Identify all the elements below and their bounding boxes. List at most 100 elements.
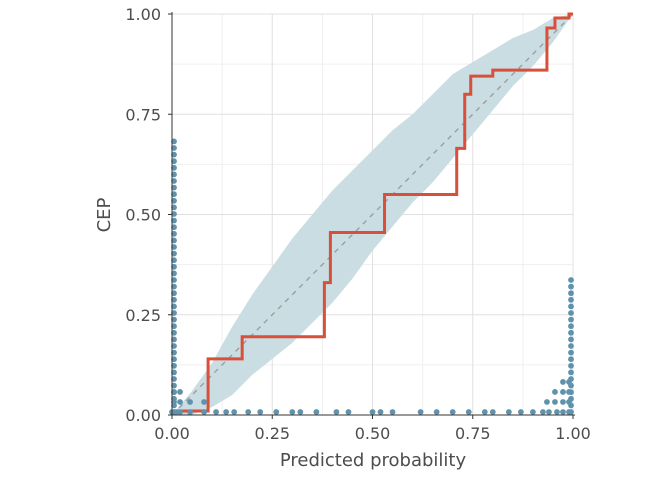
rug-point-left	[171, 204, 177, 211]
rug-point-left	[171, 277, 177, 283]
rug-point-left	[171, 244, 177, 250]
rug-point-left	[171, 263, 177, 270]
rug-point-left	[171, 290, 177, 297]
rug-points	[169, 138, 574, 415]
rug-point-bottom	[449, 409, 456, 415]
rug-point-left	[171, 369, 177, 376]
y-tick-label: 0.25	[125, 306, 161, 325]
x-tick-label: 0.25	[254, 424, 290, 443]
rug-point-bottom	[257, 409, 264, 415]
cep-step-line	[172, 12, 573, 413]
rug-point-stacked	[560, 379, 566, 385]
rug-point-left	[171, 336, 177, 343]
rug-point-left	[171, 217, 177, 224]
rug-point-bottom	[505, 409, 512, 415]
rug-point-stacked	[560, 389, 566, 395]
rug-point-right	[568, 356, 574, 363]
rug-point-right	[568, 296, 574, 303]
rug-point-left	[171, 257, 177, 264]
rug-point-left	[171, 362, 177, 369]
rug-point-bottom	[333, 409, 340, 415]
rug-point-right	[568, 369, 574, 376]
x-tick-label: 0.75	[455, 424, 491, 443]
rug-point-stacked	[171, 399, 177, 405]
rug-point-bottom	[566, 409, 572, 415]
rug-point-bottom	[313, 409, 320, 415]
rug-point-left	[171, 382, 177, 389]
y-tick-label: 0.50	[125, 206, 161, 225]
rug-point-right	[568, 336, 574, 343]
rug-point-bottom	[177, 409, 183, 415]
rug-point-left	[171, 270, 177, 277]
rug-point-bottom	[389, 409, 396, 415]
rug-point-left	[171, 349, 177, 356]
rug-point-bottom	[273, 409, 280, 415]
rug-point-stacked	[544, 399, 550, 405]
rug-point-left	[171, 356, 177, 363]
rug-point-bottom	[377, 409, 384, 415]
rug-point-bottom	[173, 409, 179, 415]
rug-point-bottom	[417, 409, 424, 415]
rug-point-left	[171, 237, 177, 244]
rug-point-right	[568, 290, 574, 297]
rug-point-bottom	[223, 409, 230, 415]
y-tick-label: 1.00	[125, 5, 161, 24]
rug-point-bottom	[560, 409, 566, 415]
diagonal-reference-line	[171, 13, 574, 416]
rug-point-bottom	[201, 409, 207, 415]
rug-point-left	[171, 230, 177, 237]
rug-point-bottom	[245, 409, 252, 415]
rug-point-left	[171, 323, 177, 330]
rug-point-left	[171, 224, 177, 231]
x-tick-label: 0.50	[355, 424, 391, 443]
cep-step-path	[172, 12, 573, 413]
rug-point-left	[171, 151, 177, 158]
rug-point-bottom	[297, 409, 304, 415]
rug-point-left	[171, 164, 177, 171]
y-axis-title: CEP	[94, 197, 115, 232]
rug-point-bottom	[465, 409, 472, 415]
x-tick-labels: 0.00 0.25 0.50 0.75 1.00	[154, 424, 591, 443]
rug-point-stacked	[566, 399, 572, 405]
rug-point-left	[171, 138, 177, 145]
rug-point-left	[171, 250, 177, 257]
rug-point-left	[171, 303, 177, 310]
rug-point-stacked	[566, 389, 572, 395]
rug-point-left	[171, 184, 177, 191]
rug-point-bottom	[489, 409, 496, 415]
rug-point-left	[171, 145, 177, 151]
rug-point-left	[171, 171, 177, 178]
rug-point-left	[171, 376, 177, 382]
rug-point-stacked	[566, 379, 572, 385]
rug-point-bottom	[187, 409, 193, 415]
rug-point-left	[171, 283, 177, 290]
rug-point-right	[568, 362, 574, 369]
rug-point-bottom	[231, 409, 238, 415]
rug-point-left	[171, 316, 177, 323]
rug-point-right	[568, 277, 574, 283]
rug-point-left	[171, 296, 177, 303]
rug-point-stacked	[171, 389, 177, 395]
rug-point-bottom	[433, 409, 440, 415]
rug-point-bottom	[481, 409, 488, 415]
rug-point-left	[171, 158, 177, 165]
rug-point-bottom	[369, 409, 376, 415]
rug-point-right	[568, 329, 574, 336]
rug-point-bottom	[345, 409, 352, 415]
y-tick-label: 0.75	[125, 105, 161, 124]
rug-point-left	[171, 310, 177, 316]
rug-point-stacked	[560, 399, 566, 405]
rug-point-stacked	[552, 399, 558, 405]
y-tick-labels: 0.00 0.25 0.50 0.75 1.00	[125, 5, 161, 425]
rug-point-left	[171, 211, 177, 217]
rug-point-right	[568, 349, 574, 356]
x-tick-label: 1.00	[555, 424, 591, 443]
rug-point-left	[171, 343, 177, 349]
rug-point-stacked	[187, 399, 193, 405]
rug-point-bottom	[517, 409, 524, 415]
rug-point-right	[568, 343, 574, 349]
rug-point-right	[568, 303, 574, 310]
rug-point-bottom	[554, 409, 560, 415]
rug-point-right	[568, 283, 574, 290]
